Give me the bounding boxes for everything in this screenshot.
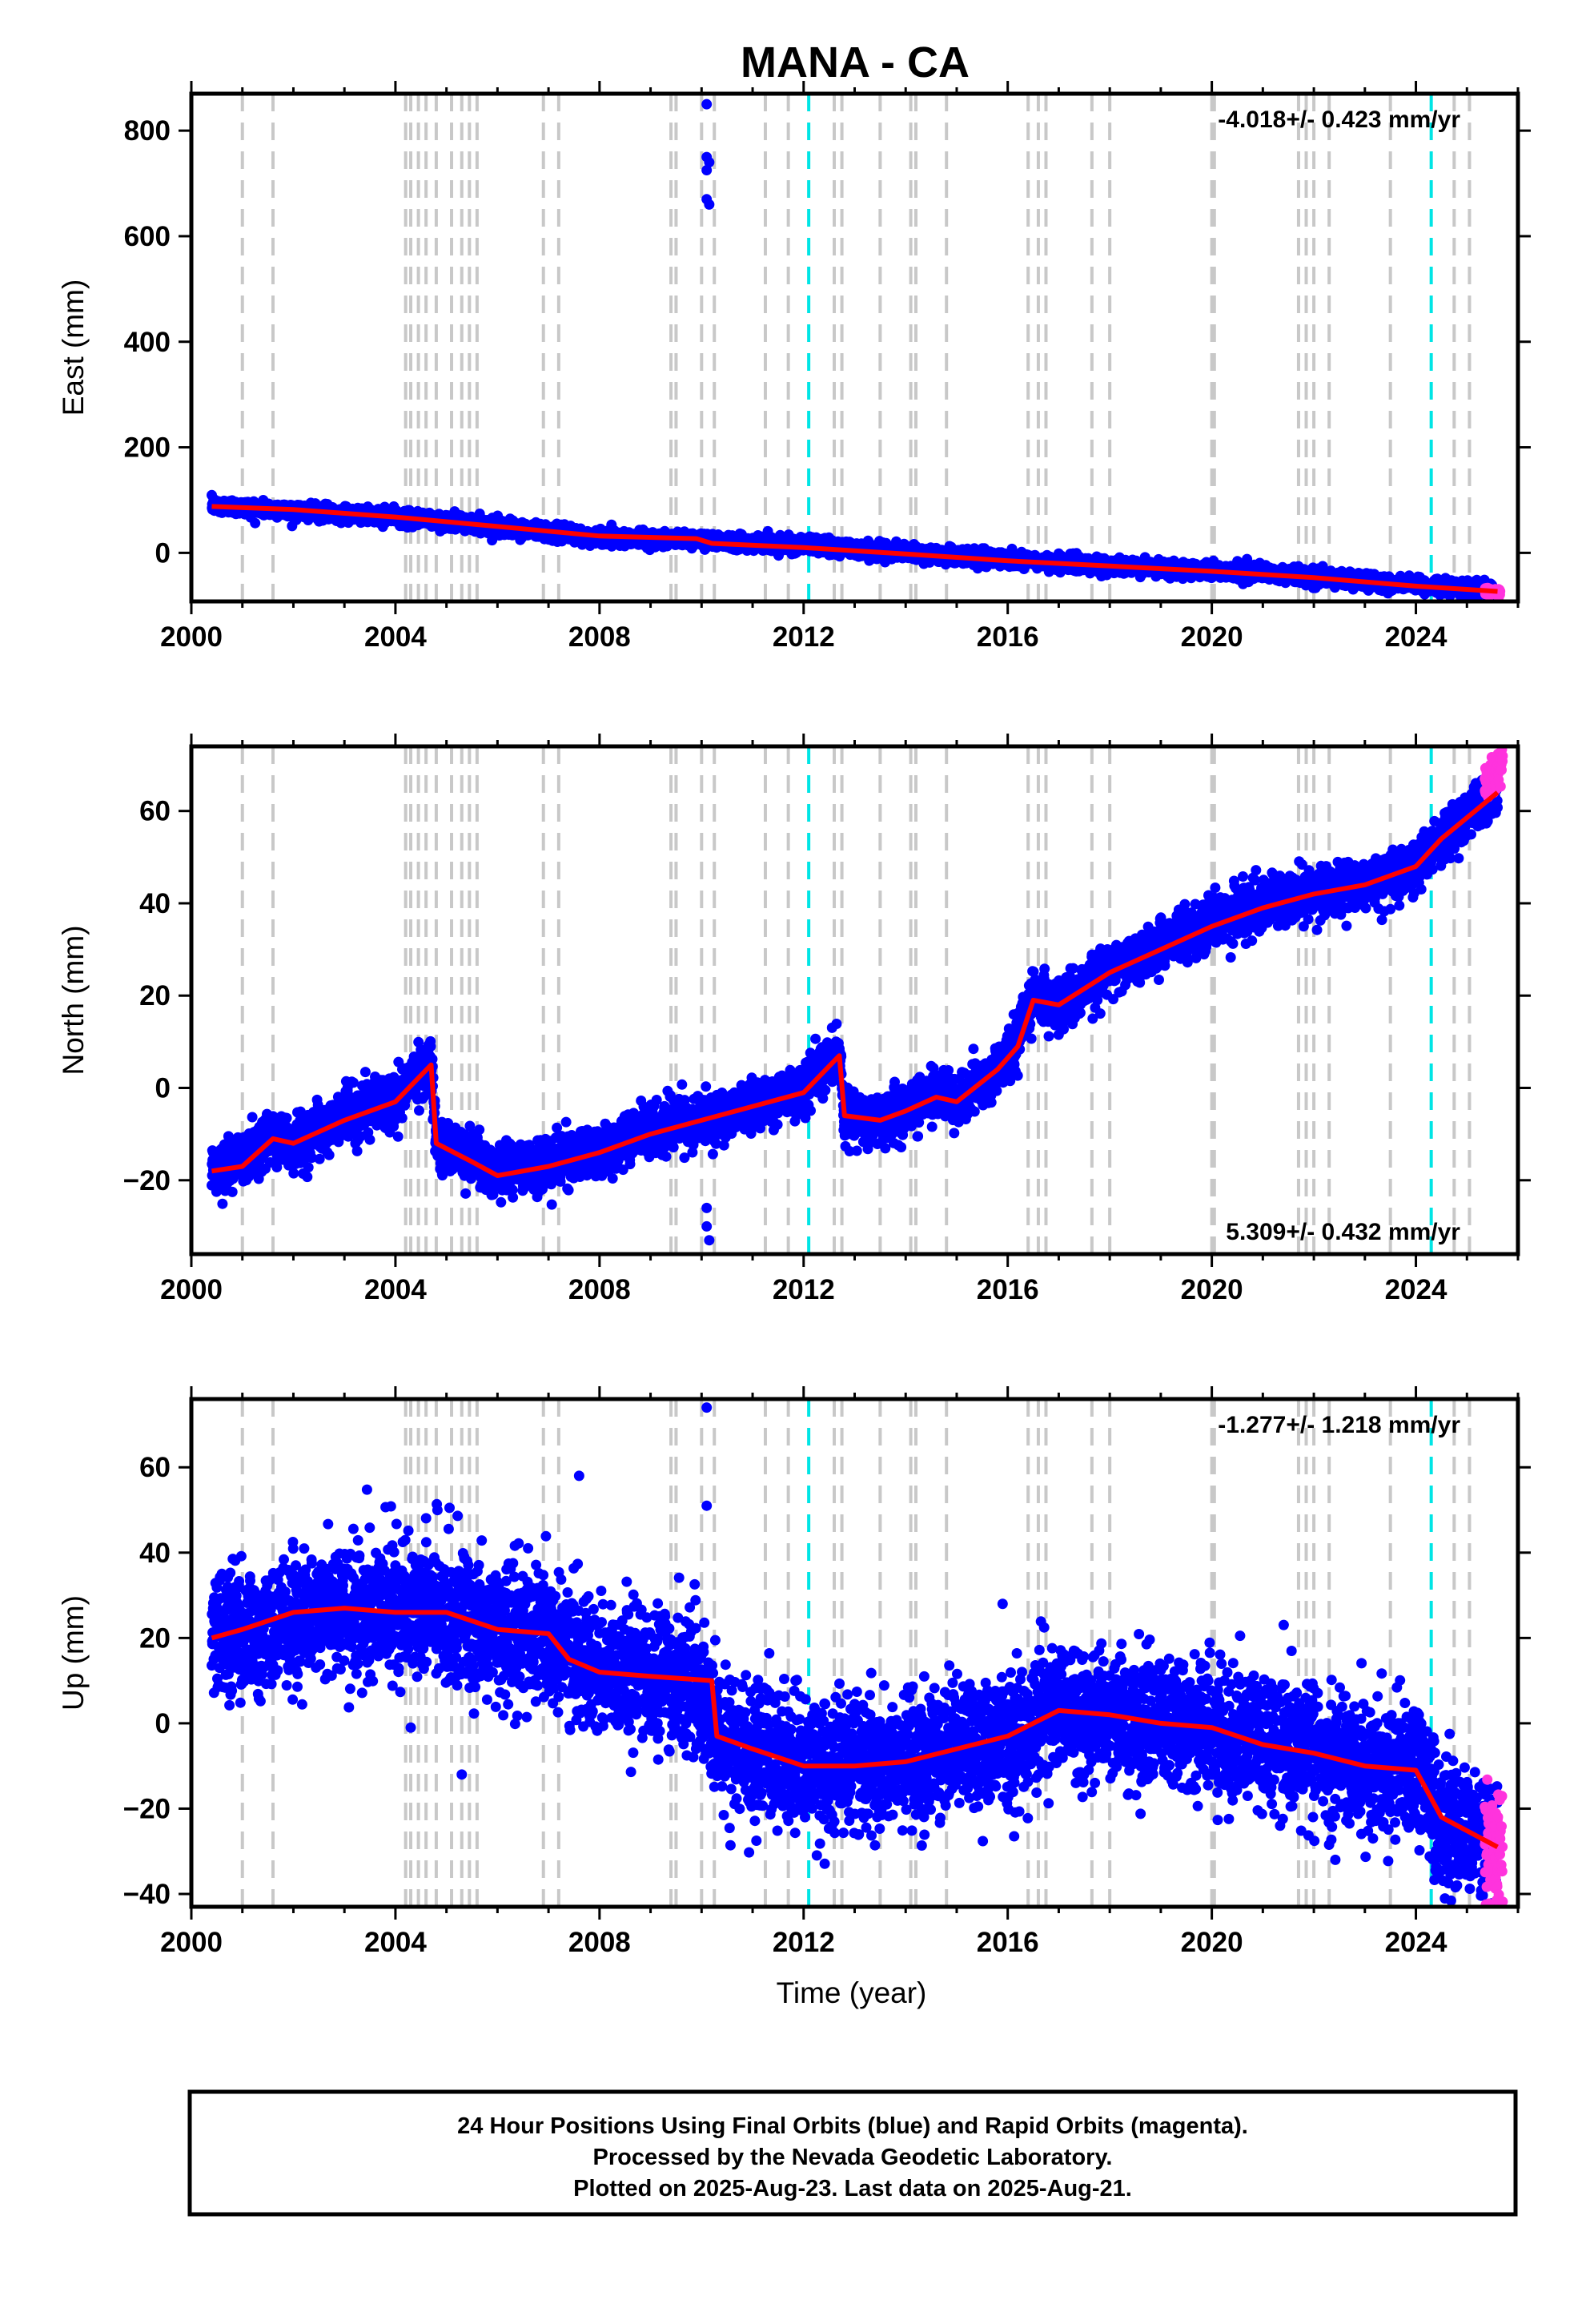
chart-title: MANA - CA	[741, 38, 970, 86]
data-point	[250, 517, 261, 529]
panel-east: 2000 2004 2008 2012 2016 2020 2024020040060080…	[57, 81, 1531, 653]
series-final_orbits	[207, 99, 1498, 601]
